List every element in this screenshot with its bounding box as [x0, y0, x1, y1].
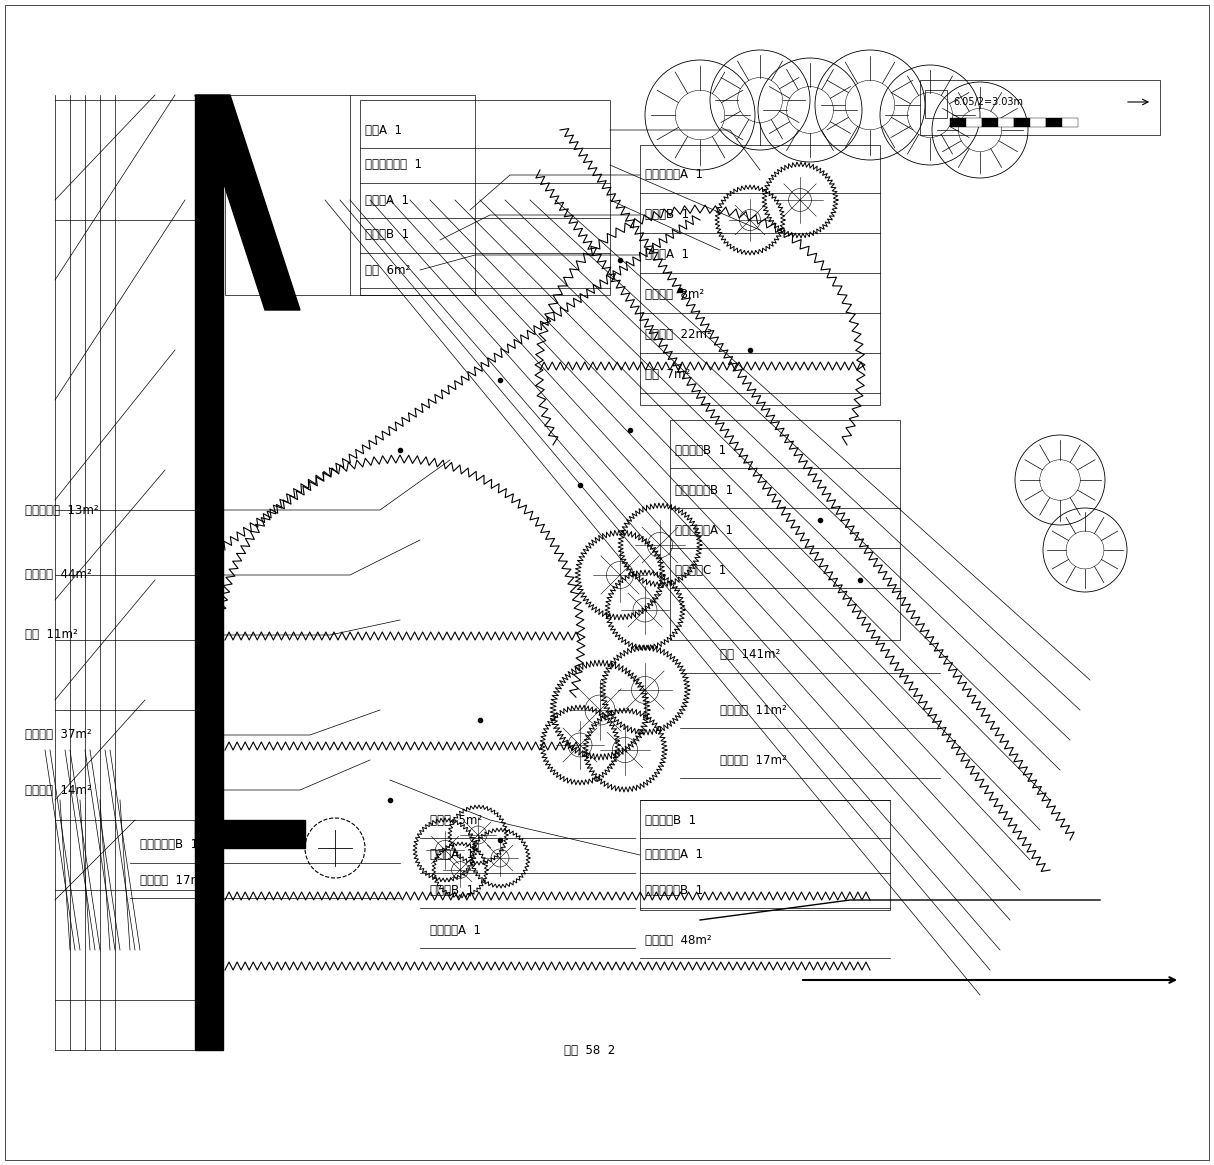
Text: 红花继木球B  1: 红花继木球B 1: [645, 883, 703, 897]
Bar: [1046, 118, 1062, 127]
Bar: [361, 100, 609, 295]
Text: 茶梅球A  1: 茶梅球A 1: [365, 193, 409, 206]
Text: 茶梅  7m²: 茶梅 7m²: [645, 368, 691, 381]
Bar: [670, 421, 900, 640]
Text: 金边黄杨  37m²: 金边黄杨 37m²: [25, 728, 91, 741]
Text: 花叶假连翘球  1: 花叶假连翘球 1: [365, 158, 422, 171]
Bar: [1029, 118, 1046, 127]
Bar: [225, 96, 475, 295]
Text: 草皮  141m²: 草皮 141m²: [720, 649, 781, 662]
Text: 酒金珊瑚  48m²: 酒金珊瑚 48m²: [645, 933, 711, 946]
Bar: [925, 90, 947, 118]
Text: 海桐球A  1: 海桐球A 1: [430, 848, 473, 861]
Text: 6.05/2=3.03m: 6.05/2=3.03m: [953, 97, 1023, 107]
Text: 无刺构骨球A  1: 无刺构骨球A 1: [675, 523, 733, 537]
Text: 龟甲冬青C  1: 龟甲冬青C 1: [675, 564, 726, 577]
Text: 茶梅球B  1: 茶梅球B 1: [365, 228, 409, 241]
Text: 龟甲冬青A  1: 龟甲冬青A 1: [430, 924, 481, 937]
Text: 海桐球A  1: 海桐球A 1: [645, 248, 690, 261]
Text: 海桐球B  1: 海桐球B 1: [645, 209, 690, 221]
Polygon shape: [195, 96, 300, 310]
Bar: [640, 144, 880, 405]
Text: 瓜子黄杨  11m²: 瓜子黄杨 11m²: [720, 704, 787, 716]
Text: 花叶假连翘  13m²: 花叶假连翘 13m²: [25, 503, 98, 516]
Bar: [966, 118, 982, 127]
Text: 龟甲冬青B  1: 龟甲冬青B 1: [645, 813, 696, 826]
Bar: [195, 820, 305, 848]
Text: 红花继木球A  1: 红花继木球A 1: [645, 169, 703, 182]
Bar: [920, 80, 1161, 135]
Text: 红花继木  8m²: 红花继木 8m²: [645, 289, 704, 302]
Text: 基坑  58  2: 基坑 58 2: [565, 1044, 615, 1057]
Bar: [640, 800, 890, 910]
Text: 海桐球B  1: 海桐球B 1: [430, 883, 475, 897]
Text: 龟甲冬青B  1: 龟甲冬青B 1: [675, 444, 726, 457]
Text: 结香A  1: 结香A 1: [365, 123, 402, 136]
Text: 红叶石楠球B  1: 红叶石楠球B 1: [140, 839, 198, 852]
Bar: [1062, 118, 1078, 127]
Text: 春鹃  6m²: 春鹃 6m²: [365, 263, 410, 276]
Text: 亮叶忍冬  17m²: 亮叶忍冬 17m²: [140, 874, 206, 887]
Bar: [951, 118, 966, 127]
Bar: [998, 118, 1014, 127]
Text: 春鹃  11m²: 春鹃 11m²: [25, 628, 78, 642]
Text: 无刺构骨球B  1: 无刺构骨球B 1: [675, 483, 733, 496]
Bar: [982, 118, 998, 127]
Bar: [195, 96, 223, 1050]
Bar: [1014, 118, 1029, 127]
Text: 红花继木球A  1: 红花继木球A 1: [645, 848, 703, 861]
Text: 红叶石楠  44m²: 红叶石楠 44m²: [25, 569, 92, 581]
Text: 水果兰  5m²: 水果兰 5m²: [430, 813, 482, 826]
Text: 红叶石楠  22m²: 红叶石楠 22m²: [645, 329, 711, 341]
Text: 紫叶小檗  17m²: 紫叶小檗 17m²: [720, 754, 787, 767]
Text: 小叶栀子  14m²: 小叶栀子 14m²: [25, 784, 92, 797]
